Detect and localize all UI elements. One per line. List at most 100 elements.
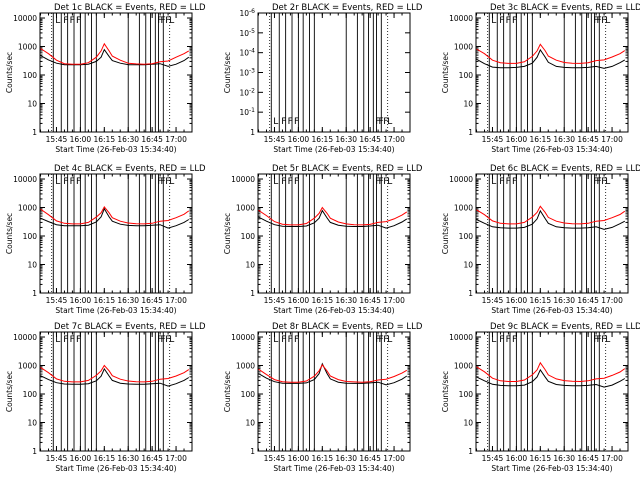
plot-frame — [257, 173, 411, 294]
flag-label: F — [499, 335, 504, 345]
plot-frame — [257, 12, 411, 133]
panel-title: Det 5r BLACK = Events, RED = LLD — [272, 164, 423, 174]
flag-label: L — [273, 335, 278, 345]
x-tick-label: 16:15 — [529, 454, 551, 463]
panel-title: Det 3c BLACK = Events, RED = LLD — [490, 3, 640, 13]
y-tick-label: 10 — [27, 419, 37, 428]
y-axis-label: Counts/sec — [441, 371, 450, 412]
x-tick-label: 16:45 — [577, 135, 599, 144]
series-line-lld — [476, 361, 626, 383]
y-axis-label: Counts/sec — [223, 371, 232, 412]
y-tick-label: 100 — [23, 390, 38, 399]
x-tick-label: 17:00 — [383, 296, 405, 305]
flag-label: F — [76, 16, 81, 26]
x-tick-label: 17:00 — [601, 135, 623, 144]
series-line-lld — [258, 206, 408, 226]
x-tick-label: 16:30 — [335, 296, 357, 305]
x-tick-label: 16:45 — [577, 296, 599, 305]
plot-frame — [475, 12, 629, 133]
x-axis-label: Start Time (26-Feb-03 15:34:40) — [491, 145, 612, 154]
x-tick-label: 16:15 — [311, 454, 333, 463]
flag-label: L — [55, 335, 60, 345]
flag-label: F — [597, 177, 602, 187]
y-tick-label: 100 — [459, 232, 474, 241]
y-tick-label: 1 — [468, 289, 473, 298]
x-axis-label: Start Time (26-Feb-03 15:34:40) — [55, 145, 176, 154]
panel-det3: Det 3c BLACK = Events, RED = LLD 1 10 100 10… — [441, 3, 640, 154]
panel-det4: Det 4c BLACK = Events, RED = LLD 1 10 100 10… — [5, 164, 206, 315]
flag-label: F — [593, 335, 598, 345]
x-tick-label: 16:00 — [70, 454, 92, 463]
x-tick-label: 16:15 — [529, 296, 551, 305]
panel-title: Det 4c BLACK = Events, RED = LLD — [54, 164, 206, 174]
series-line-lld — [476, 205, 626, 225]
series-line-events — [258, 209, 408, 229]
x-tick-label: 16:00 — [288, 135, 310, 144]
flag-label: F — [601, 16, 606, 26]
x-tick-label: 16:15 — [93, 135, 115, 144]
series-line-events — [40, 207, 190, 229]
x-tick-label: 16:15 — [529, 135, 551, 144]
flag-label: F — [161, 177, 166, 187]
plot-frame — [475, 173, 629, 294]
flag-label: F — [165, 335, 170, 345]
x-tick-label: 16:00 — [506, 296, 528, 305]
series-line-lld — [40, 206, 190, 225]
x-tick-label: 16:30 — [553, 454, 575, 463]
panel-det9: Det 9c BLACK = Events, RED = LLD 1 10 100 10… — [441, 322, 640, 473]
series-line-events — [258, 362, 408, 386]
flag-label: F — [294, 335, 299, 345]
x-tick-label: 16:00 — [506, 454, 528, 463]
y-tick-exponent: -2 — [249, 87, 255, 94]
flag-label: L — [605, 335, 610, 345]
y-tick-label: 100 — [23, 71, 38, 80]
series-line-events — [476, 48, 626, 69]
plot-frame — [257, 331, 411, 452]
flag-label: F — [383, 177, 388, 187]
y-tick-label: 10000 — [231, 333, 255, 342]
y-tick-label: 10 — [245, 261, 255, 270]
x-tick-label: 16:15 — [311, 296, 333, 305]
flag-label: F — [512, 335, 517, 345]
x-axis-label: Start Time (26-Feb-03 15:34:40) — [273, 464, 394, 473]
panel-det2: Det 2r BLACK = Events, RED = LLD 1 10-1 10-… — [223, 3, 423, 154]
flag-label: F — [157, 177, 162, 187]
series-line-events — [40, 48, 190, 67]
y-tick-exponent: -3 — [249, 68, 255, 75]
x-tick-label: 16:45 — [141, 135, 163, 144]
flag-label: L — [387, 117, 392, 127]
x-tick-label: 16:30 — [117, 135, 139, 144]
y-tick-label: 1 — [32, 128, 37, 137]
x-axis-label: Start Time (26-Feb-03 15:34:40) — [273, 145, 394, 154]
y-tick-label: 10-5 — [239, 28, 255, 38]
flag-label: F — [379, 177, 384, 187]
x-tick-label: 16:30 — [117, 296, 139, 305]
flag-label: L — [605, 177, 610, 187]
flag-label: F — [281, 117, 286, 127]
x-axis-label: Start Time (26-Feb-03 15:34:40) — [273, 306, 394, 315]
y-tick-label: 10000 — [13, 175, 37, 184]
y-tick-label: 10-6 — [239, 8, 255, 18]
x-tick-label: 16:15 — [311, 135, 333, 144]
flag-label: F — [593, 177, 598, 187]
y-tick-label: 10000 — [13, 14, 37, 23]
flag-label: F — [512, 16, 517, 26]
flag-label: L — [169, 335, 174, 345]
y-tick-label: 10 — [463, 100, 473, 109]
panel-title: Det 2r BLACK = Events, RED = LLD — [272, 3, 423, 13]
flag-label: F — [383, 117, 388, 127]
flag-label: F — [375, 335, 380, 345]
flag-label: F — [157, 335, 162, 345]
flag-label: F — [70, 335, 75, 345]
y-tick-exponent: -5 — [249, 28, 255, 35]
x-tick-label: 15:45 — [46, 296, 68, 305]
x-tick-label: 16:15 — [93, 454, 115, 463]
series-line-lld — [40, 42, 190, 65]
series-line-lld — [258, 363, 408, 383]
y-tick-label: 1 — [250, 128, 255, 137]
y-tick-exponent: -6 — [249, 8, 255, 15]
plot-frame — [475, 331, 629, 452]
x-tick-label: 17:00 — [601, 454, 623, 463]
y-tick-label: 1000 — [236, 362, 255, 371]
y-tick-label: 1000 — [236, 204, 255, 213]
